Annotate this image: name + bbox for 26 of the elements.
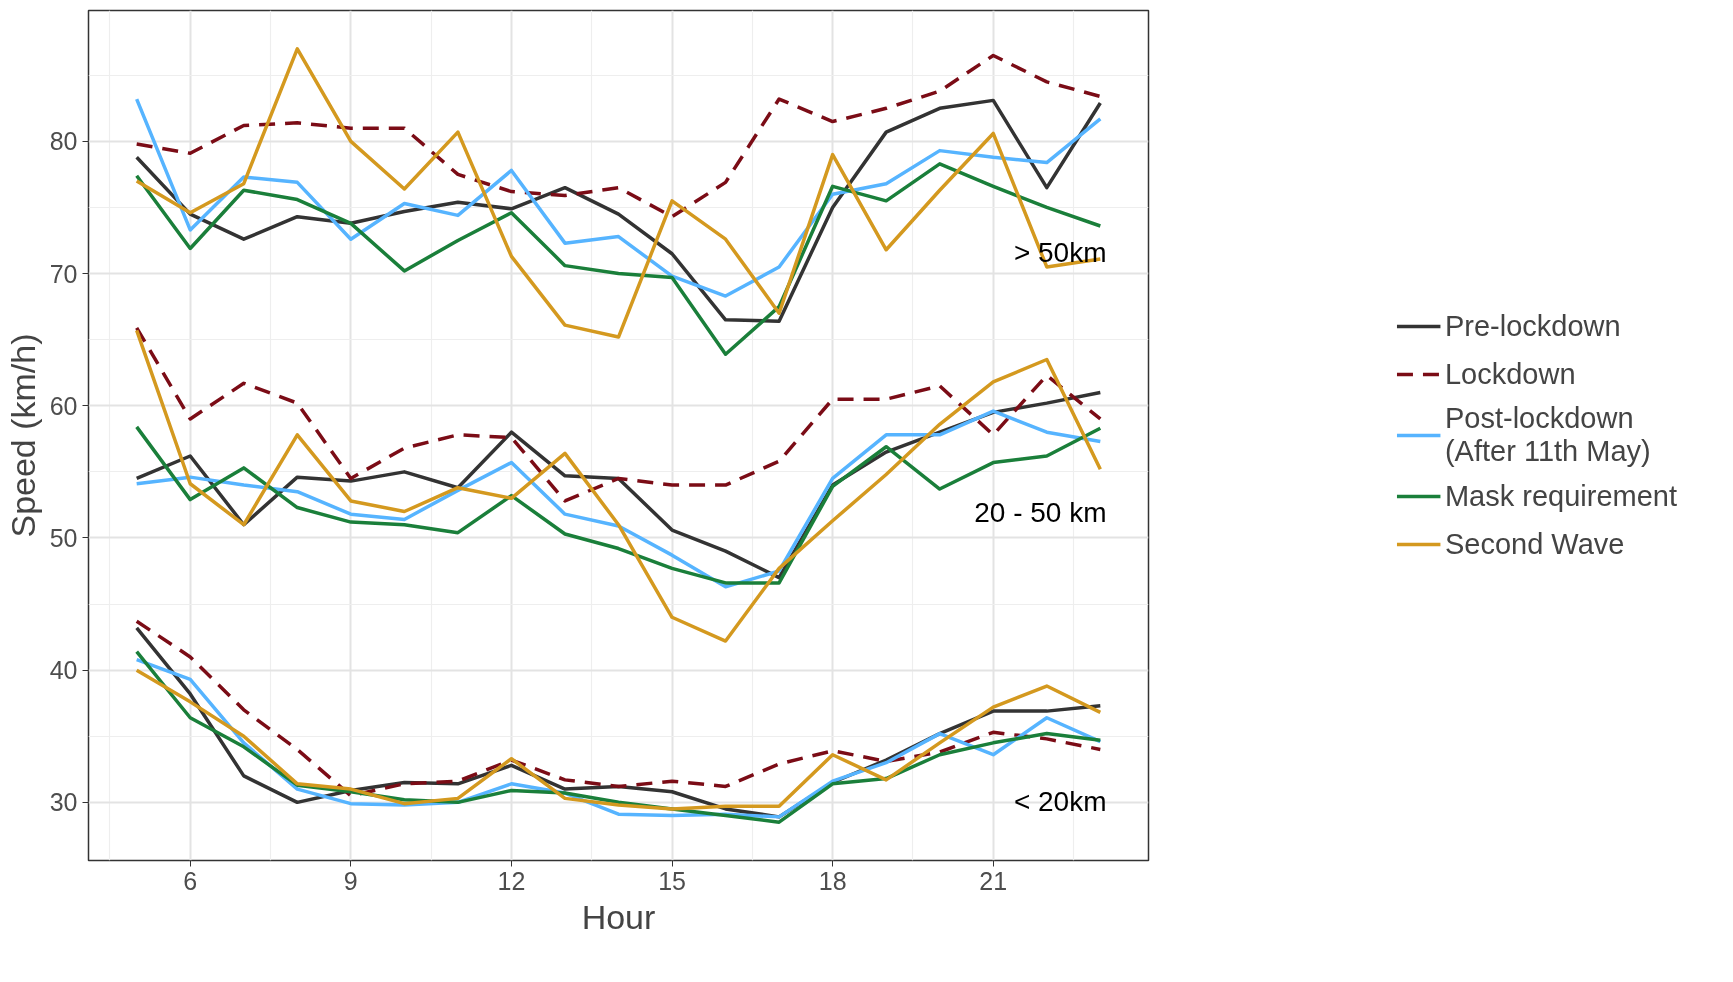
legend-label: Post-lockdown (After 11th May) <box>1444 402 1651 468</box>
legend-label: Second Wave <box>1444 526 1625 562</box>
annotation: < 20km <box>1013 785 1107 817</box>
y-tick-label: 60 <box>49 391 78 420</box>
y-tick-label: 70 <box>49 259 78 288</box>
y-axis-title: Speed (km/h) <box>3 333 42 538</box>
line-series <box>134 326 1103 503</box>
line-series <box>134 162 1103 356</box>
line-series <box>134 47 1103 339</box>
legend-label: Pre-lockdown <box>1444 308 1621 344</box>
y-tick-label: 30 <box>49 788 78 817</box>
x-axis-title: Hour <box>581 897 656 936</box>
legend-label: Lockdown <box>1444 356 1576 392</box>
y-tick-label: 40 <box>49 656 78 685</box>
x-tick-label: 21 <box>979 866 1008 895</box>
line-series <box>134 328 1103 643</box>
x-tick-label: 12 <box>497 866 526 895</box>
legend-label: Mask requirement <box>1444 478 1678 514</box>
annotation: 20 - 50 km <box>974 496 1107 528</box>
x-tick-label: 18 <box>818 866 847 895</box>
x-tick-label: 6 <box>183 866 198 895</box>
x-tick-label: 9 <box>343 866 358 895</box>
x-tick-label: 15 <box>658 866 686 895</box>
line-series <box>134 53 1103 219</box>
y-tick-label: 80 <box>49 127 78 156</box>
y-tick-label: 50 <box>49 523 78 552</box>
